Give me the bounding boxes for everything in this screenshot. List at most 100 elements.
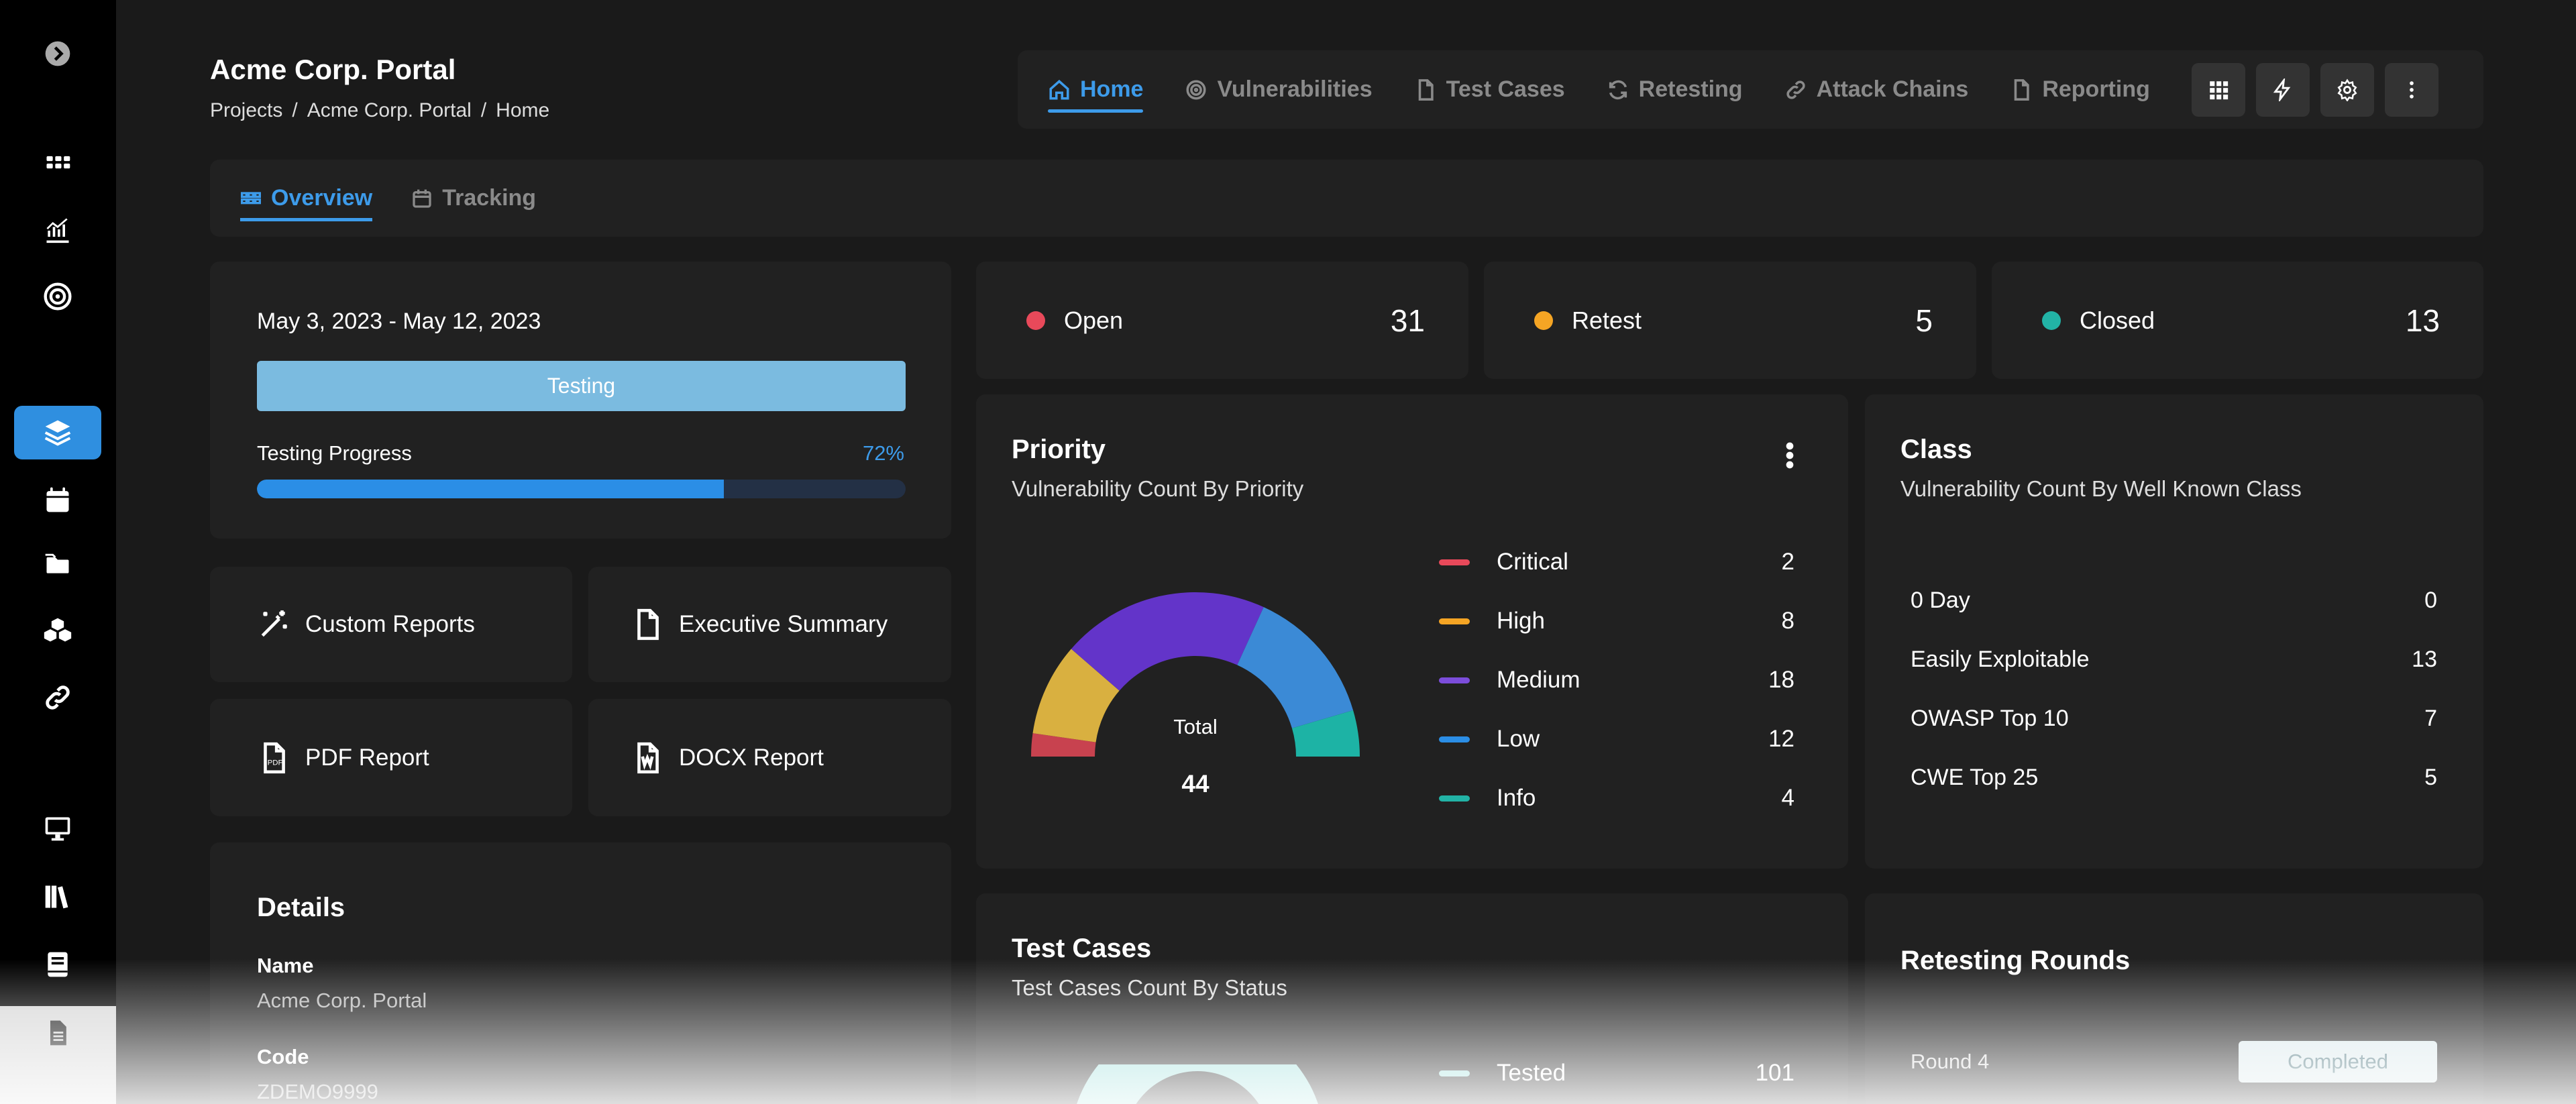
tab-vulnerabilities[interactable]: Vulnerabilities: [1185, 56, 1373, 123]
class-row: OWASP Top 10 7: [1911, 706, 2437, 732]
retest-dot: [1534, 311, 1553, 330]
retest-status-card[interactable]: Retest 5: [1484, 262, 1976, 379]
folder-icon[interactable]: [14, 537, 101, 590]
breadcrumb-separator: /: [292, 99, 298, 121]
settings-button[interactable]: [2320, 62, 2374, 117]
legend-label: Tested: [1497, 1060, 1566, 1086]
donut-slice-info[interactable]: [1291, 710, 1360, 757]
project-status-card: May 3, 2023 - May 12, 2023 Testing Testi…: [210, 262, 951, 539]
tab-attack-chains[interactable]: Attack Chains: [1784, 56, 1969, 123]
sub-tabs: Overview Tracking: [210, 160, 2483, 237]
target-icon[interactable]: [14, 270, 101, 323]
magic-wand-icon: [261, 610, 287, 637]
book-icon[interactable]: [14, 938, 101, 991]
legend-label: Low: [1497, 726, 1540, 752]
more-vertical-icon[interactable]: [1785, 441, 1794, 473]
tab-tracking[interactable]: Tracking: [411, 165, 536, 232]
docx-report-button[interactable]: DOCX Report: [588, 699, 951, 816]
legend-value: 2: [1781, 549, 1794, 575]
more-vertical-icon: [2410, 80, 2414, 99]
tab-label: Tracking: [442, 185, 537, 211]
target-icon: [1186, 79, 1206, 100]
test-cases-title: Test Cases: [1012, 934, 1152, 963]
chart-icon[interactable]: [14, 203, 101, 256]
chevron-right-icon[interactable]: [14, 27, 101, 80]
legend-swatch: [1439, 736, 1470, 742]
more-button[interactable]: [2384, 62, 2438, 117]
progress-percent: 72%: [862, 441, 904, 465]
round-row[interactable]: Round 4 Completed: [1911, 1041, 2437, 1083]
legend-swatch: [1439, 618, 1470, 624]
report-label: Executive Summary: [679, 611, 888, 637]
monitor-icon[interactable]: [14, 802, 101, 855]
closed-dot: [2042, 311, 2061, 330]
report-label: PDF Report: [305, 744, 429, 771]
code-value: ZDEMO9999: [257, 1080, 378, 1103]
class-card: Class Vulnerability Count By Well Known …: [1865, 394, 2483, 869]
legend-swatch: [1439, 795, 1470, 802]
class-value: 7: [2424, 706, 2437, 731]
donut-slice-critical[interactable]: [1031, 733, 1096, 757]
link-icon[interactable]: [14, 671, 101, 724]
sidebar-footer: [0, 1006, 116, 1104]
round-name: Round 4: [1911, 1050, 1990, 1073]
tab-label: Overview: [271, 185, 373, 211]
progress-bar: [257, 480, 906, 498]
cubes-icon[interactable]: [14, 604, 101, 657]
executive-summary-button[interactable]: Executive Summary: [588, 567, 951, 682]
custom-reports-button[interactable]: Custom Reports: [210, 567, 572, 682]
test-cases-card: Test Cases Test Cases Count By Status Te…: [976, 893, 1848, 1104]
breadcrumb-project[interactable]: Acme Corp. Portal: [307, 99, 472, 121]
legend-row-high[interactable]: High 8: [1439, 608, 1794, 634]
tab-retesting[interactable]: Retesting: [1607, 56, 1743, 123]
tab-label: Attack Chains: [1816, 76, 1969, 102]
calendar-icon: [413, 189, 431, 208]
breadcrumb-projects[interactable]: Projects: [210, 99, 283, 121]
pdf-report-button[interactable]: PDF PDF Report: [210, 699, 572, 816]
legend-row-info[interactable]: Info 4: [1439, 785, 1794, 812]
test-cases-donut-slice: [1077, 1064, 1318, 1104]
quick-actions-button[interactable]: [2255, 62, 2310, 117]
class-subtitle: Vulnerability Count By Well Known Class: [1900, 476, 2302, 501]
donut-slice-high[interactable]: [1032, 649, 1120, 742]
tab-overview[interactable]: Overview: [240, 165, 373, 232]
class-row: Easily Exploitable 13: [1911, 647, 2437, 673]
name-value: Acme Corp. Portal: [257, 989, 427, 1012]
calendar-icon[interactable]: [14, 473, 101, 527]
tab-reporting[interactable]: Reporting: [2010, 56, 2150, 123]
open-dot: [1026, 311, 1045, 330]
file-icon: [637, 608, 659, 641]
report-label: DOCX Report: [679, 744, 824, 771]
svg-text:PDF: PDF: [268, 759, 283, 767]
progress-fill: [257, 480, 724, 498]
legend-row-medium[interactable]: Medium 18: [1439, 667, 1794, 694]
tab-label: Home: [1080, 76, 1144, 102]
donut-slice-low[interactable]: [1237, 607, 1354, 728]
breadcrumb-separator: /: [480, 99, 487, 121]
layers-icon[interactable]: [14, 406, 101, 459]
retesting-title: Retesting Rounds: [1900, 946, 2131, 975]
donut-slice-medium[interactable]: [1071, 592, 1264, 691]
status-label: Closed: [2080, 306, 2155, 334]
legend-row-low[interactable]: Low 12: [1439, 726, 1794, 753]
gear-icon: [2337, 78, 2357, 101]
grid-icon: [241, 191, 261, 204]
legend-value: 12: [1768, 726, 1794, 752]
open-status-card[interactable]: Open 31: [976, 262, 1468, 379]
legend-label: Critical: [1497, 549, 1568, 575]
apps-button[interactable]: [2191, 62, 2245, 117]
apps-icon[interactable]: [14, 135, 101, 189]
document-icon[interactable]: [14, 1006, 101, 1060]
tab-home[interactable]: Home: [1048, 56, 1144, 123]
legend-value: 4: [1781, 785, 1794, 811]
closed-status-card[interactable]: Closed 13: [1992, 262, 2483, 379]
tab-test-cases[interactable]: Test Cases: [1414, 56, 1565, 123]
library-icon[interactable]: [14, 870, 101, 924]
donut-total-value: 44: [1181, 770, 1210, 797]
class-value: 0: [2424, 588, 2437, 613]
legend-row-critical[interactable]: Critical 2: [1439, 549, 1794, 575]
refresh-icon: [1609, 80, 1627, 99]
status-label: Retest: [1572, 306, 1642, 334]
bolt-icon: [2273, 78, 2291, 101]
donut-total-label: Total: [1173, 715, 1218, 738]
